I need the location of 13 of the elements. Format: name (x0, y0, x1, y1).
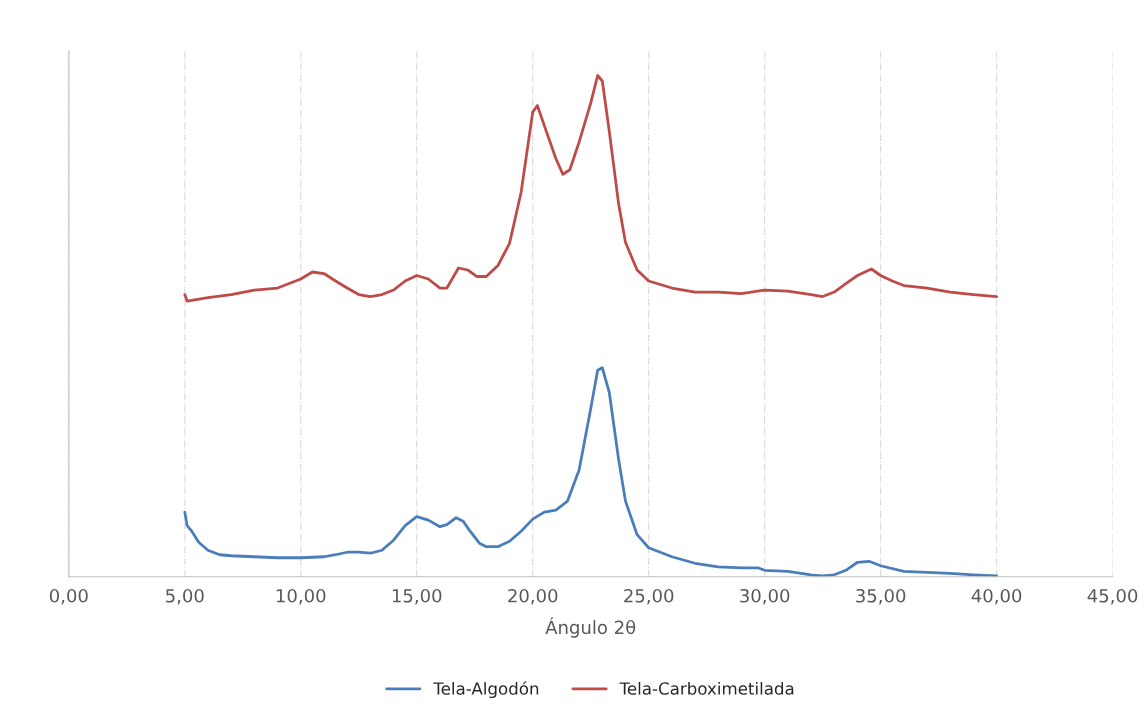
x-tick-label: 25,00 (624, 588, 674, 605)
x-tick-label: 45,00 (1087, 588, 1138, 605)
x-axis-title: Ángulo 2θ (545, 617, 636, 638)
x-tick-label: 30,00 (740, 588, 790, 605)
x-tick-label: 40,00 (971, 588, 1022, 605)
x-tick-label: 0,00 (49, 588, 88, 605)
x-tick-label: 15,00 (392, 588, 442, 605)
x-tick-label: 5,00 (166, 588, 204, 605)
legend-label: Tela-Carboximetilada (619, 681, 794, 695)
legend-label: Tela-Algodón (433, 681, 539, 699)
x-tick-label: 10,00 (276, 588, 326, 605)
x-tick-label: 20,00 (508, 588, 558, 605)
x-tick-label: 35,00 (856, 588, 906, 605)
